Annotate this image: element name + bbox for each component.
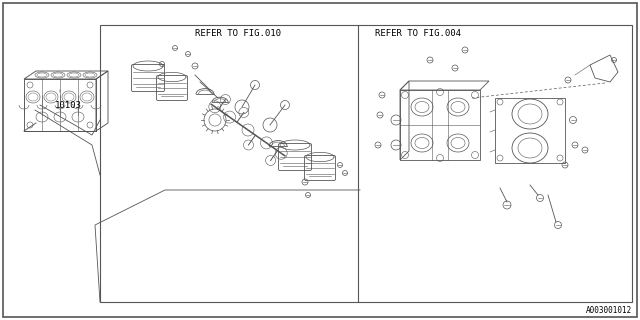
- Text: REFER TO FIG.004: REFER TO FIG.004: [375, 29, 461, 38]
- Text: A003001012: A003001012: [586, 306, 632, 315]
- Bar: [100, 25, 632, 302]
- Text: 10103: 10103: [55, 101, 82, 110]
- Text: REFER TO FIG.010: REFER TO FIG.010: [195, 29, 281, 38]
